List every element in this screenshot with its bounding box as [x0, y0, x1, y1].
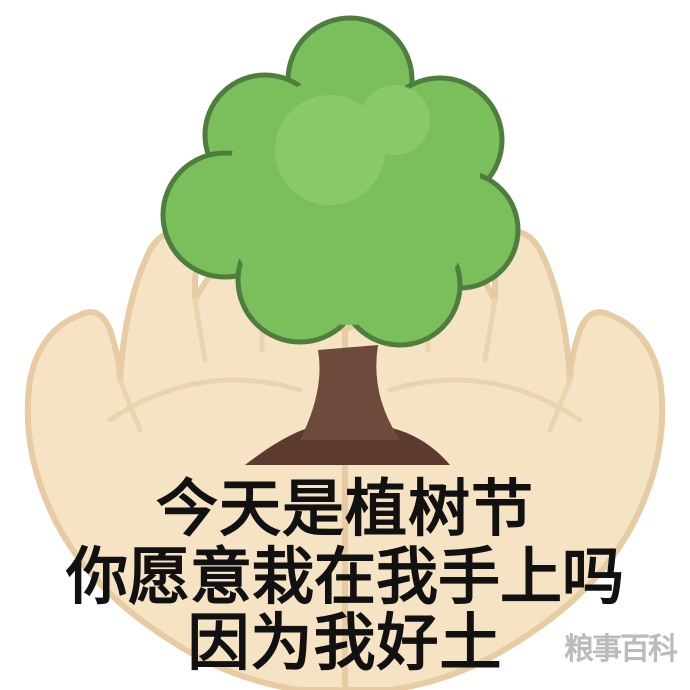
tree-icon	[160, 15, 521, 465]
watermark: 粮事百科	[564, 632, 678, 667]
caption-line-3: 因为我好土	[187, 606, 503, 679]
caption-line-2: 你愿意栽在我手上吗	[65, 540, 624, 613]
tree-trunk	[300, 345, 400, 440]
caption-line-1: 今天是植树节	[155, 472, 534, 545]
soil-mound	[245, 425, 450, 465]
